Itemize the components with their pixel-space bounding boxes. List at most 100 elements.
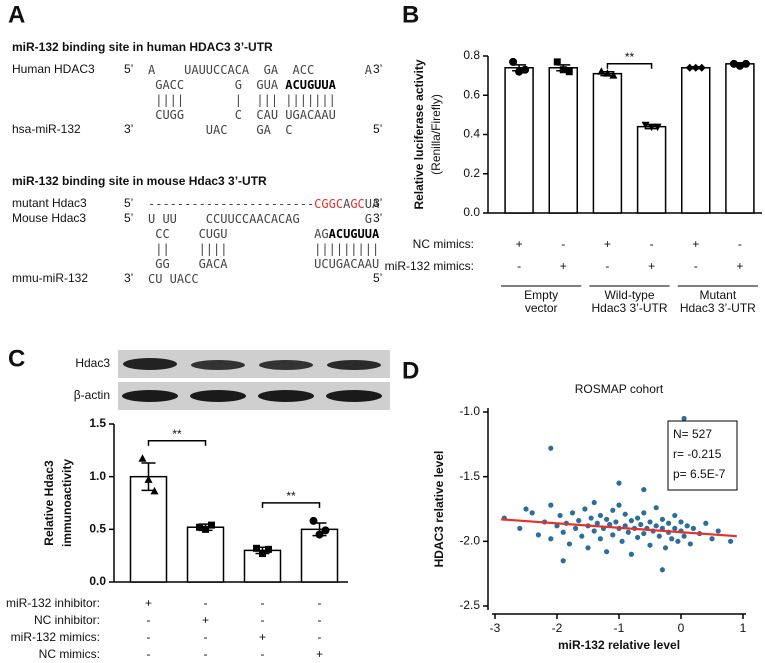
data-point (594, 520, 600, 526)
data-point (741, 59, 750, 68)
sequence: || |||| ||||||||| (148, 242, 379, 256)
significance-bracket (606, 62, 653, 69)
y-tick-label: 0.2 (463, 166, 480, 180)
x-tick-label: -3 (490, 621, 501, 635)
sequence: GACC G GUA ACUGUUA (148, 78, 337, 92)
strand-end: 3’ (373, 62, 382, 76)
blot-band (259, 360, 313, 370)
y-tick-label: -2.5 (459, 598, 480, 612)
strand-end: 3’ (124, 271, 133, 285)
strand-end: 3’ (373, 211, 382, 225)
data-point (509, 57, 518, 66)
sequence-segment: ACUGUUA (285, 78, 336, 92)
data-point (597, 512, 604, 519)
section-title: miR-132 binding site in human HDAC3 3’-U… (12, 40, 273, 54)
group-label: Hdac3 3’-UTR (591, 301, 667, 315)
chart-title: ROSMAP cohort (575, 382, 664, 396)
significance-label: ** (625, 50, 635, 64)
condition-mark: + (516, 237, 523, 251)
data-point (588, 515, 594, 521)
data-point (616, 480, 622, 486)
strand-end: 5’ (124, 62, 133, 76)
sequence-label: Human HDAC3 (12, 62, 95, 76)
strand-end: 3’ (124, 122, 133, 136)
panel-label: C (8, 345, 25, 372)
strand-end: 5’ (373, 122, 382, 136)
data-point (150, 486, 159, 495)
data-point (625, 529, 631, 535)
condition-mark: + (145, 596, 152, 610)
data-point (675, 538, 681, 544)
data-point (610, 507, 616, 513)
group-label: Hdac3 3’-UTR (680, 301, 756, 315)
data-point (653, 505, 659, 511)
condition-mark: - (261, 613, 265, 627)
y-tick-label: 0.0 (89, 574, 106, 588)
data-point (672, 525, 678, 532)
sequence: -----------------------CGGCAGCUA (148, 197, 380, 211)
y-axis-label: (Renilla/Firefly) (429, 94, 443, 175)
condition-mark: - (318, 613, 322, 627)
y-axis-label: immunoactivity (60, 459, 74, 547)
significance-label: ** (172, 427, 182, 441)
condition-label: NC mimics: (413, 237, 474, 251)
data-point (628, 518, 635, 524)
y-tick-label: -1.5 (459, 469, 480, 483)
x-tick-label: -2 (552, 621, 563, 635)
strand-end: 5’ (373, 271, 382, 285)
group-label: Mutant (699, 288, 736, 302)
condition-mark: - (204, 596, 208, 610)
condition-mark: - (318, 630, 322, 644)
y-tick-label: 1.5 (89, 416, 106, 430)
condition-mark: - (261, 647, 265, 661)
data-point (672, 512, 678, 519)
bar (725, 63, 755, 214)
sequence-segment: UA (365, 197, 380, 211)
data-point (662, 545, 669, 551)
data-point (535, 532, 542, 538)
data-point (641, 487, 647, 493)
condition-mark: + (736, 259, 743, 273)
data-point (659, 567, 666, 573)
sequence-segment: || |||| ||||||||| (148, 242, 379, 256)
sequence-label: mutant Hdac3 (12, 196, 87, 210)
data-point (138, 454, 147, 462)
sequence: UAC GA C (148, 123, 293, 137)
data-point (309, 516, 318, 525)
sequence-segment: CU UACC (148, 272, 199, 286)
y-tick-label: -2.0 (459, 534, 480, 548)
data-point (607, 521, 613, 528)
panel-label: A (8, 1, 25, 28)
data-point (703, 520, 709, 526)
data-point (635, 515, 641, 521)
data-point (684, 523, 690, 529)
data-point (735, 61, 744, 70)
data-point (597, 536, 604, 542)
blot-band (326, 390, 382, 402)
strand-end: 5’ (124, 196, 133, 210)
data-point (653, 123, 662, 132)
data-point (681, 415, 687, 422)
blot-band (190, 390, 246, 402)
data-point (597, 67, 606, 75)
condition-label: NC mimics: (39, 647, 100, 661)
bar (129, 475, 168, 583)
data-point (253, 544, 260, 552)
data-point (553, 58, 561, 66)
sequence-segment: GC (350, 197, 364, 211)
condition-mark: + (316, 647, 323, 661)
condition-mark: - (318, 596, 322, 610)
data-point (548, 445, 554, 451)
sequence: |||| | ||| ||||||| (148, 93, 336, 107)
condition-label: miR-132 mimics: (385, 259, 474, 273)
condition-mark: - (561, 237, 565, 251)
condition-mark: - (261, 596, 265, 610)
data-point (641, 510, 647, 516)
condition-mark: - (147, 613, 151, 627)
data-point (653, 523, 659, 529)
data-point (517, 525, 523, 532)
data-point (604, 549, 610, 555)
condition-mark: - (204, 647, 208, 661)
condition-mark: - (147, 647, 151, 661)
